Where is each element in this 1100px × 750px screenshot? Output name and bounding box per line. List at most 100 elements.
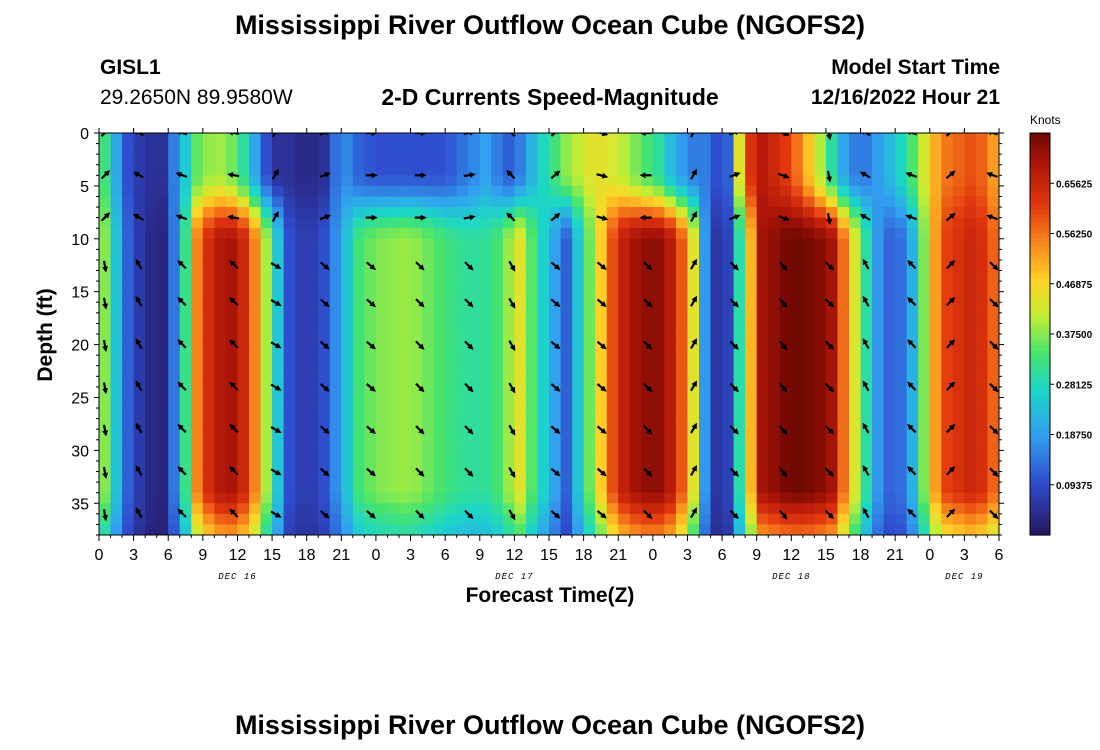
- speed-cell: [445, 323, 458, 335]
- speed-cell: [975, 334, 989, 346]
- speed-cell: [179, 386, 192, 399]
- colorbar-segment: [1030, 514, 1050, 520]
- speed-cell: [537, 238, 550, 250]
- speed-cell: [722, 408, 735, 420]
- speed-cell: [387, 133, 400, 145]
- speed-cell: [975, 143, 989, 155]
- speed-cell: [975, 513, 989, 526]
- current-vector: [508, 260, 516, 272]
- speed-cell: [941, 376, 954, 388]
- speed-cell: [664, 154, 677, 166]
- speed-cell: [710, 164, 723, 176]
- speed-cell: [975, 386, 989, 399]
- speed-cell: [779, 143, 792, 155]
- speed-cell: [664, 185, 677, 198]
- current-vector: [177, 381, 187, 391]
- current-vector: [550, 425, 561, 435]
- speed-cell: [364, 323, 377, 335]
- speed-cell: [445, 365, 458, 377]
- speed-cell: [699, 386, 712, 399]
- speed-cell: [849, 259, 862, 272]
- speed-cell: [352, 471, 365, 483]
- speed-cell: [445, 492, 458, 504]
- speed-cell: [733, 185, 746, 198]
- speed-cell: [964, 376, 977, 388]
- speed-cell: [745, 259, 758, 272]
- speed-cell: [318, 524, 331, 535]
- speed-cell: [618, 471, 631, 483]
- speed-cell: [283, 344, 296, 356]
- speed-cell: [295, 238, 308, 250]
- speed-cell: [906, 344, 919, 356]
- speed-cell: [422, 334, 435, 346]
- colorbar-segment: [1030, 498, 1050, 504]
- speed-cell: [318, 365, 331, 377]
- speed-cell: [849, 217, 862, 229]
- colorbar-segment: [1030, 157, 1050, 162]
- speed-cell: [318, 397, 331, 409]
- speed-cell: [399, 471, 412, 483]
- speed-cell: [768, 238, 781, 250]
- speed-cell: [664, 302, 677, 314]
- speed-cell: [110, 238, 123, 250]
- speed-cell: [710, 249, 723, 261]
- speed-cell: [260, 323, 273, 335]
- colorbar-segment: [1030, 213, 1050, 219]
- speed-cell: [318, 270, 331, 282]
- current-vector: [135, 338, 143, 350]
- speed-cell: [191, 482, 204, 494]
- speed-cell: [249, 175, 262, 187]
- speed-cell: [964, 217, 977, 229]
- speed-cell: [514, 228, 527, 240]
- speed-cell: [710, 175, 723, 187]
- speed-cell: [468, 302, 481, 314]
- speed-cell: [791, 503, 804, 515]
- colorbar-segment: [1030, 442, 1050, 448]
- speed-cell: [225, 408, 239, 420]
- speed-cell: [779, 154, 792, 166]
- colorbar-segment: [1030, 273, 1050, 279]
- speed-cell: [387, 408, 400, 420]
- speed-cell: [329, 302, 342, 314]
- speed-cell: [987, 143, 999, 155]
- speed-cell: [410, 355, 423, 367]
- speed-cell: [318, 207, 331, 219]
- speed-cell: [687, 196, 700, 208]
- speed-cell: [179, 429, 192, 441]
- speed-cell: [652, 471, 665, 483]
- speed-cell: [756, 238, 769, 250]
- current-vector: [227, 133, 240, 136]
- colorbar-segment: [1030, 329, 1050, 335]
- speed-cell: [133, 408, 146, 420]
- speed-cell: [179, 460, 192, 473]
- speed-cell: [502, 418, 515, 430]
- speed-cell: [779, 365, 792, 377]
- speed-cell: [122, 482, 135, 494]
- speed-cell: [722, 312, 735, 325]
- speed-cell: [433, 217, 446, 229]
- speed-cell: [214, 302, 227, 314]
- speed-cell: [918, 397, 931, 409]
- speed-cell: [652, 344, 665, 356]
- y-tick-label: 5: [80, 179, 89, 196]
- current-vector: [643, 340, 653, 350]
- current-vector: [862, 465, 870, 476]
- speed-cell: [433, 376, 446, 388]
- speed-cell: [237, 291, 250, 303]
- speed-cell: [895, 270, 908, 282]
- speed-cell: [895, 217, 908, 229]
- speed-cell: [133, 482, 146, 494]
- speed-cell: [479, 397, 492, 409]
- speed-cell: [964, 397, 977, 409]
- speed-cell: [975, 217, 989, 229]
- speed-cell: [872, 323, 885, 335]
- speed-cell: [191, 228, 204, 240]
- speed-cell: [179, 228, 192, 240]
- speed-cell: [410, 439, 423, 451]
- speed-cell: [572, 302, 585, 314]
- speed-cell: [479, 217, 492, 229]
- speed-cell: [329, 513, 342, 526]
- speed-cell: [260, 439, 273, 451]
- speed-cell: [860, 312, 873, 325]
- speed-cell: [272, 397, 285, 409]
